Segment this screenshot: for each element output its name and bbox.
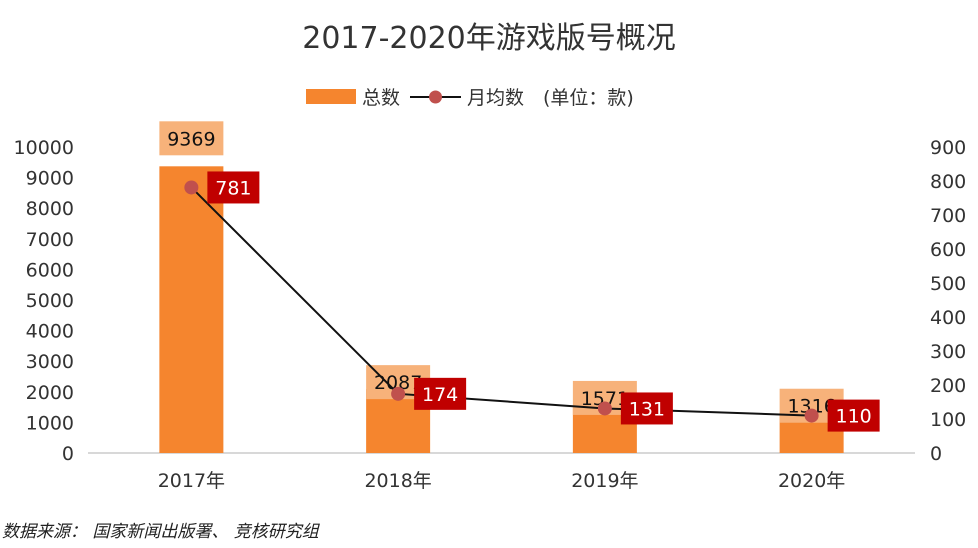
legend-label-monthly: 月均数 [467, 87, 524, 109]
right-tick-label: 400 [930, 307, 966, 329]
left-tick-label: 3000 [26, 351, 74, 373]
avg-label-bg [827, 399, 880, 432]
legend-marker [429, 90, 442, 104]
left-tick-label: 9000 [26, 168, 74, 190]
left-tick-label: 2000 [26, 382, 74, 404]
right-tick-label: 600 [930, 239, 966, 261]
bar [159, 166, 224, 453]
x-axis-ticks: 2017年 2018年 2019年 2020年 [158, 470, 846, 492]
x-tick-label: 2017年 [158, 470, 225, 492]
line-data-label: 131 [629, 398, 665, 420]
right-tick-label: 500 [930, 273, 966, 295]
line-point [391, 386, 406, 401]
right-tick-label: 100 [930, 409, 966, 431]
right-tick-label: 900 [930, 137, 966, 159]
x-tick-label: 2019年 [571, 470, 638, 492]
legend-label-total: 总数 [362, 87, 400, 109]
bar-data-label: 1571 [581, 388, 629, 410]
left-tick-label: 7000 [26, 229, 74, 251]
left-tick-label: 8000 [26, 198, 74, 220]
series-line [190, 186, 812, 417]
right-tick-label: 0 [930, 443, 942, 465]
right-tick-label: 200 [930, 375, 966, 397]
bar-data-label: 1316 [787, 396, 835, 418]
x-tick-label: 2018年 [364, 470, 431, 492]
left-tick-label: 6000 [26, 259, 74, 281]
avg-label-bg [620, 392, 673, 425]
left-tick-label: 0 [62, 443, 74, 465]
left-axis: 0 1000 2000 3000 4000 5000 6000 7000 8000 9000 100… [14, 137, 74, 465]
right-tick-label: 700 [930, 205, 966, 227]
bar-data-label: 2087 [374, 372, 422, 394]
avg-label-bg [414, 377, 467, 410]
bar-data-label: 9369 [167, 128, 215, 150]
source-note: 数据来源： 国家新闻出版署、 竞核研究组 [2, 522, 319, 542]
right-axis: 0 100 200 300 400 500 600 700 800 900 [930, 137, 966, 465]
legend-swatch-total [306, 89, 356, 104]
right-tick-label: 800 [930, 171, 966, 193]
left-tick-label: 1000 [26, 412, 74, 434]
line-point [184, 180, 199, 195]
line-point [597, 401, 612, 416]
chart-title: 2017-2020年游戏版号概况 [302, 21, 676, 56]
bars-series-total: 9369 2087 1571 1316 [159, 121, 844, 453]
left-tick-label: 10000 [14, 137, 74, 159]
line-point [804, 408, 819, 423]
left-tick-label: 5000 [26, 290, 74, 312]
line-data-label: 781 [215, 177, 251, 199]
avg-label-bg [207, 171, 260, 204]
right-tick-label: 300 [930, 341, 966, 363]
legend-unit-note: (单位：款) [543, 87, 634, 109]
line-series-monthly: 781 174 131 110 [184, 171, 880, 432]
line-data-label: 110 [835, 406, 871, 428]
legend: 总数 月均数 (单位：款) [306, 87, 634, 109]
line-data-label: 174 [422, 384, 458, 406]
bar-label-bg [159, 121, 224, 156]
x-tick-label: 2020年 [778, 470, 845, 492]
left-tick-label: 4000 [26, 321, 74, 343]
